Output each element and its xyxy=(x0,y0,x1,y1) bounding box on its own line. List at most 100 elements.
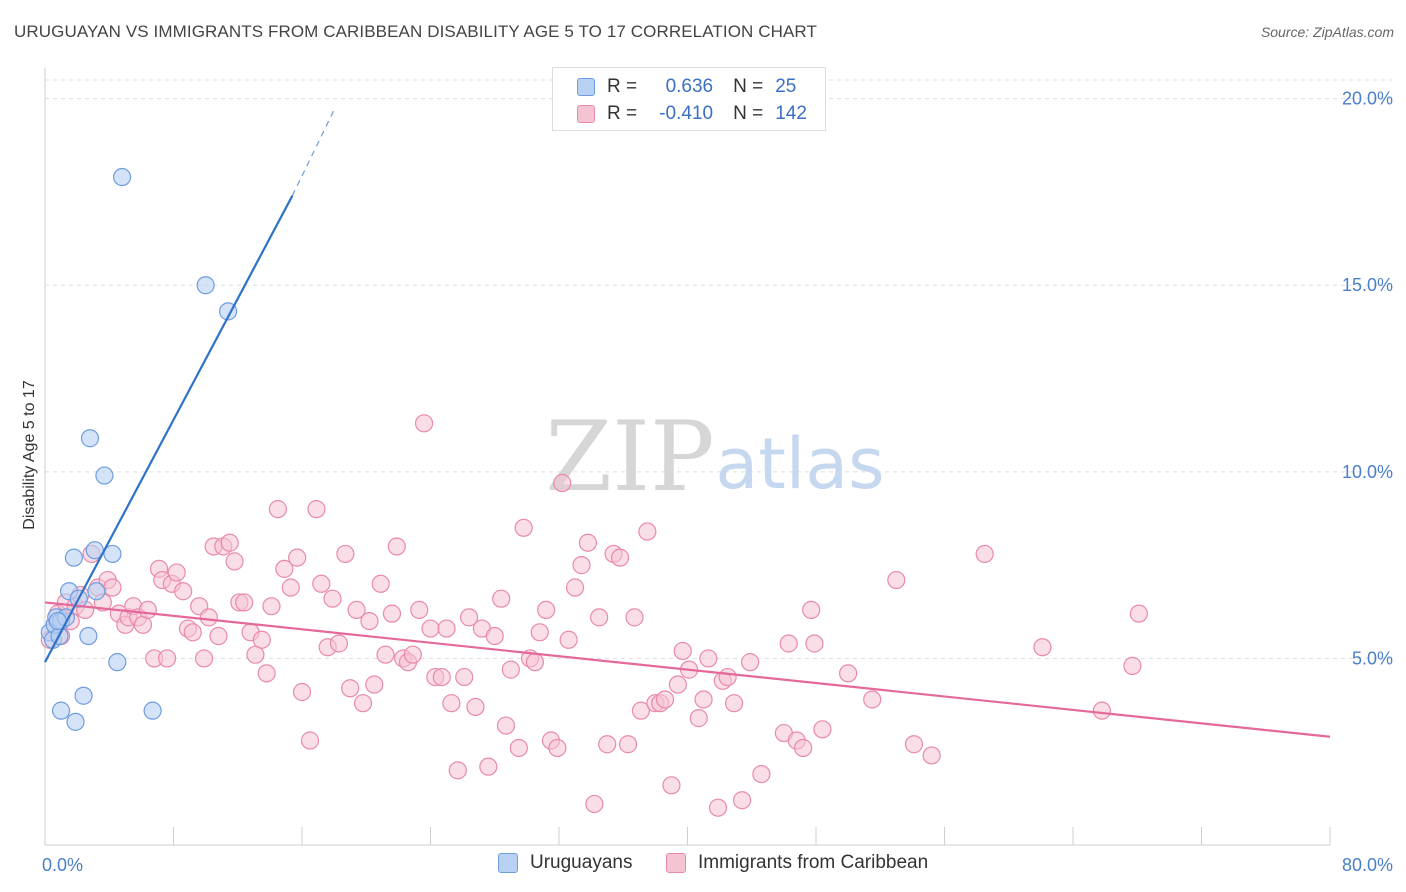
grid-lines xyxy=(45,79,1392,659)
caribbean-point xyxy=(262,597,281,616)
uruguayan-point xyxy=(66,712,85,731)
caribbean-point xyxy=(689,709,708,728)
caribbean-point xyxy=(805,634,824,653)
legend-n-label: N = xyxy=(733,76,764,97)
series-legend: Uruguayans Immigrants from Caribbean xyxy=(0,852,1406,878)
caribbean-point xyxy=(157,649,177,668)
caribbean-point xyxy=(437,619,456,638)
caribbean-point xyxy=(863,690,882,709)
caribbean-point xyxy=(610,548,630,567)
caribbean-point xyxy=(708,798,728,817)
caribbean-point xyxy=(252,630,271,649)
caribbean-point xyxy=(174,582,193,601)
tick-labels: 5.0% 10.0% 15.0% 20.0% 0.0% 80.0% xyxy=(42,89,1393,875)
caribbean-point xyxy=(718,667,737,687)
caribbean-point xyxy=(802,600,821,620)
uruguayan-point xyxy=(103,544,122,564)
legend-row-caribbean: R = -0.410 N = 142 xyxy=(577,101,807,127)
caribbean-point xyxy=(347,600,366,620)
caribbean-point xyxy=(220,533,239,552)
caribbean-point xyxy=(292,682,312,702)
caribbean-point xyxy=(442,694,461,713)
caribbean-point xyxy=(410,600,429,620)
caribbean-trend-line xyxy=(44,601,1331,738)
axes xyxy=(44,68,1331,846)
caribbean-point xyxy=(673,641,692,661)
caribbean-point xyxy=(501,660,520,679)
caribbean-point xyxy=(103,578,122,597)
legend-label-uruguayans: Uruguayans xyxy=(530,852,633,873)
legend-item-uruguayans[interactable]: Uruguayans xyxy=(498,852,632,874)
uruguayan-point xyxy=(196,276,215,295)
caribbean-point xyxy=(514,518,533,537)
legend-r-value: -0.410 xyxy=(659,103,714,124)
caribbean-point xyxy=(794,738,813,758)
stats-legend: R = 0.636 N = 25 R = -0.410 N = 142 xyxy=(552,67,826,131)
uruguayan-point xyxy=(51,701,71,720)
uruguayan-point xyxy=(112,167,132,187)
legend-swatch-pink xyxy=(577,105,595,123)
watermark: ZIP atlas xyxy=(545,401,884,513)
legend-r-label: R = xyxy=(607,103,638,124)
caribbean-point xyxy=(300,731,320,750)
trend-lines xyxy=(44,109,1331,738)
caribbean-point xyxy=(733,791,752,810)
watermark-atlas: atlas xyxy=(715,423,884,505)
caribbean-point xyxy=(288,548,307,567)
source-label: Source: ZipAtlas.com xyxy=(1260,24,1394,40)
legend-r-label: R = xyxy=(607,76,638,97)
y-tick-label: 20.0% xyxy=(1342,89,1393,109)
legend-row-uruguayans: R = 0.636 N = 25 xyxy=(577,74,796,100)
caribbean-point xyxy=(138,600,157,620)
caribbean-point xyxy=(323,589,342,608)
caribbean-point xyxy=(1033,638,1052,657)
caribbean-point xyxy=(525,653,545,672)
caribbean-point xyxy=(492,589,511,608)
caribbean-point xyxy=(537,600,556,620)
caribbean-point xyxy=(403,645,422,664)
legend-swatch-blue xyxy=(498,853,518,873)
caribbean-point xyxy=(548,738,567,758)
caribbean-point xyxy=(376,645,395,664)
caribbean-point xyxy=(662,776,681,795)
caribbean-point xyxy=(341,679,360,698)
caribbean-point xyxy=(365,675,384,694)
y-tick-label: 10.0% xyxy=(1342,462,1393,482)
caribbean-point xyxy=(1123,656,1142,675)
caribbean-point xyxy=(631,701,651,720)
caribbean-point xyxy=(209,626,228,646)
watermark-zip: ZIP xyxy=(545,401,714,513)
caribbean-point xyxy=(1092,701,1112,720)
uruguayan-point xyxy=(64,548,84,567)
caribbean-point xyxy=(455,667,474,687)
caribbean-point xyxy=(257,664,276,683)
caribbean-point xyxy=(382,604,402,623)
caribbean-point xyxy=(268,500,288,519)
caribbean-point xyxy=(553,473,572,493)
caribbean-point xyxy=(625,608,644,627)
uruguayan-points xyxy=(40,167,238,731)
caribbean-point xyxy=(225,552,244,571)
uruguayan-point xyxy=(87,582,106,601)
chart-title: URUGUAYAN VS IMMIGRANTS FROM CARIBBEAN D… xyxy=(14,22,817,41)
caribbean-point xyxy=(329,634,349,653)
x-tick-label: 0.0% xyxy=(42,855,83,875)
caribbean-point xyxy=(598,735,617,754)
caribbean-point xyxy=(466,697,485,717)
caribbean-point xyxy=(578,533,598,552)
legend-swatch-blue xyxy=(577,78,595,96)
caribbean-point xyxy=(590,608,609,627)
caribbean-point xyxy=(638,522,657,541)
caribbean-point xyxy=(741,653,760,672)
caribbean-points xyxy=(40,414,1148,817)
caribbean-point xyxy=(887,570,906,590)
caribbean-point xyxy=(448,761,467,780)
caribbean-point xyxy=(509,738,528,758)
legend-n-label: N = xyxy=(733,103,764,124)
caribbean-point xyxy=(975,544,994,564)
caribbean-point xyxy=(668,675,687,694)
legend-n-value: 142 xyxy=(775,103,807,124)
caribbean-point xyxy=(839,664,858,683)
legend-item-caribbean[interactable]: Immigrants from Caribbean xyxy=(666,852,928,874)
caribbean-point xyxy=(1129,604,1148,623)
